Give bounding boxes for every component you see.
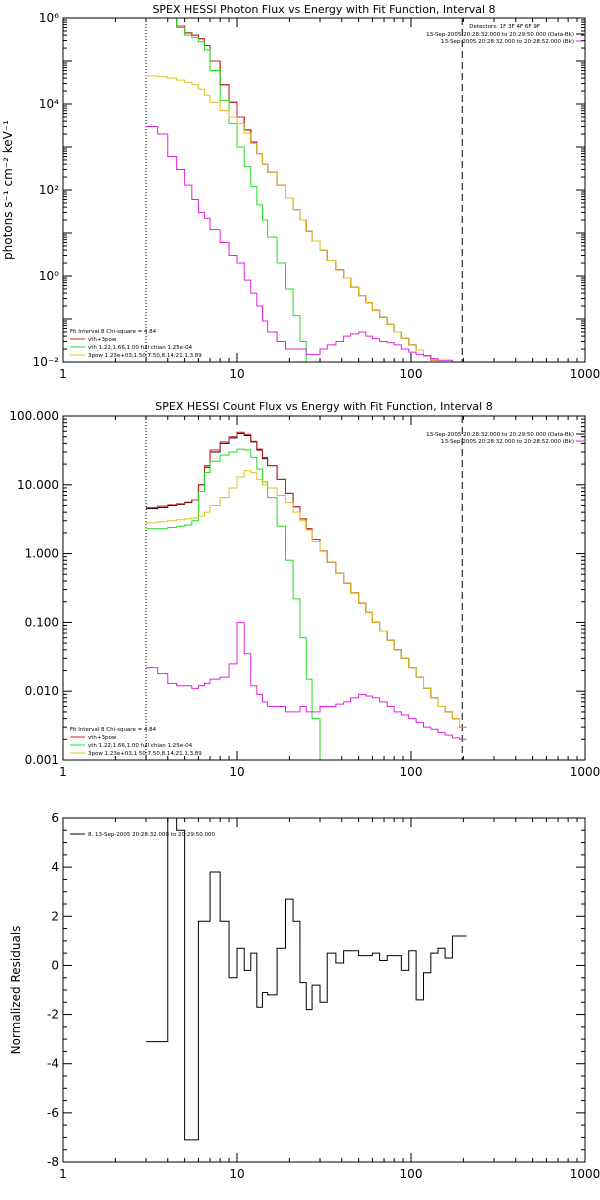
photon-flux-fit-label: Fit Interval 8 Chi-square = 4.84 — [70, 329, 157, 335]
count-flux-plot-frame — [62, 415, 586, 761]
count-flux-x-tick-label: 1000 — [570, 765, 600, 779]
count-flux-series-line-3 — [146, 470, 467, 728]
photon-flux-y-tick-label: 10⁰ — [39, 269, 59, 283]
residuals-y-tick-label: -4 — [47, 1057, 59, 1071]
residuals-y-tick-label: -8 — [47, 1155, 59, 1169]
photon-flux-plot-area: 1 10 100 1000 10⁻² 10⁰ 10² 10⁴ 10⁶ — [33, 11, 600, 381]
residuals-panel: Normalized Residuals 1 10 100 1000 -8 -6 -4 -2 0… — [9, 811, 600, 1181]
photon-flux-y-tick-label: 10⁴ — [39, 97, 59, 111]
photon-flux-y-tick-label: 10⁶ — [39, 11, 59, 25]
count-flux-y-tick-label: 100.000 — [9, 409, 59, 423]
count-flux-y-tick-label: 0.100 — [25, 615, 59, 629]
photon-flux-title: SPEX HESSI Photon Flux vs Energy with Fi… — [152, 3, 495, 16]
count-flux-data-interval-text: 13-Sep-2005 20:28:32.000 to 20:29:50.000… — [426, 432, 574, 438]
count-flux-panel: SPEX HESSI Count Flux vs Energy with Fit… — [9, 400, 600, 779]
residuals-x-tick-label: 10 — [229, 1167, 244, 1181]
count-flux-series-line-2 — [146, 448, 328, 760]
residuals-plot-area: 1 10 100 1000 -8 -6 -4 -2 0 2 4 6 — [47, 811, 600, 1181]
residuals-y-tick-label: 2 — [51, 909, 59, 923]
photon-flux-data-interval-text: 13-Sep-2005 20:28:32.000 to 20:29:50.000… — [426, 32, 574, 38]
photon-flux-series-line-4 — [146, 125, 467, 362]
residuals-y-tick-label: 6 — [51, 811, 59, 825]
photon-flux-x-tick-label: 100 — [400, 367, 423, 381]
residuals-legend-entry: 8. 13-Sep-2005 20:28:32.000 to 20:29:50.… — [88, 832, 215, 838]
count-flux-bk-interval-text: 13-Sep-2005 20:28:32.000 to 20:28:52.000… — [441, 439, 574, 445]
count-flux-legend-entry-3pow: 3pow 1.23e+03,1.50,7.50,8.14,21.1,3.89 — [88, 751, 202, 757]
photon-flux-x-tick-label: 1000 — [570, 367, 600, 381]
photon-flux-detectors-text: Detectors: 1F 3F 4F 6F 9F — [469, 24, 540, 30]
count-flux-x-tick-label: 10 — [229, 765, 244, 779]
photon-flux-legend: Fit Interval 8 Chi-square = 4.84 vth+3po… — [70, 329, 202, 359]
residuals-y-tick-label: -6 — [47, 1106, 59, 1120]
count-flux-y-tick-label: 0.001 — [25, 753, 59, 767]
count-flux-legend-entry-vth: vth 1.22,1.66,1.00 full chian 1.25e-04 — [88, 743, 193, 749]
residuals-plot-frame — [62, 817, 586, 1163]
photon-flux-info-block: Detectors: 1F 3F 4F 6F 9F 13-Sep-2005 20… — [426, 24, 584, 45]
residuals-y-tick-label: 4 — [51, 860, 59, 874]
residuals-y-tick-label: -2 — [47, 1008, 59, 1022]
residuals-x-tick-label: 100 — [400, 1167, 423, 1181]
count-flux-title: SPEX HESSI Count Flux vs Energy with Fit… — [155, 400, 492, 413]
photon-flux-x-tick-label: 10 — [229, 367, 244, 381]
count-flux-series-line-1 — [146, 431, 467, 728]
count-flux-plot-area: 1 10 100 1000 0.001 0.010 0.100 1.000 10.000 100.… — [9, 409, 600, 779]
count-flux-series-line-4 — [146, 621, 467, 740]
photon-flux-series-line-2 — [146, 18, 328, 362]
photon-flux-panel: SPEX HESSI Photon Flux vs Energy with Fi… — [1, 3, 600, 381]
count-flux-x-tick-label: 100 — [400, 765, 423, 779]
photon-flux-y-tick-label: 10⁻² — [33, 355, 60, 369]
photon-flux-series-line-3 — [146, 75, 467, 362]
count-flux-y-tick-label: 10.000 — [17, 478, 59, 492]
count-flux-info-block: 13-Sep-2005 20:28:32.000 to 20:29:50.000… — [426, 432, 584, 445]
photon-flux-plot-frame — [62, 17, 586, 363]
photon-flux-legend-entry-vth: vth 1.22,1.66,1.00 full chian 1.25e-04 — [88, 345, 193, 351]
count-flux-legend: Fit Interval 8 Chi-square = 4.84 vth+3po… — [70, 727, 202, 757]
photon-flux-bk-interval-text: 13-Sep-2005 20:28:32.000 to 20:28:52.000… — [441, 39, 574, 45]
residuals-y-axis-label: Normalized Residuals — [9, 926, 23, 1055]
photon-flux-legend-entry-vth-3pow: vth+3pow — [88, 337, 117, 343]
photon-flux-series-line-1 — [146, 18, 467, 362]
photon-flux-y-axis-label: photons s⁻¹ cm⁻² keV⁻¹ — [1, 120, 15, 260]
photon-flux-legend-entry-3pow: 3pow 1.23e+03,1.50,7.50,8.14,21.1,3.89 — [88, 353, 202, 359]
photon-flux-y-tick-label: 10² — [39, 183, 59, 197]
residuals-legend: 8. 13-Sep-2005 20:28:32.000 to 20:29:50.… — [70, 832, 215, 838]
residuals-series-line-0 — [146, 818, 467, 1141]
count-flux-y-tick-label: 1.000 — [25, 547, 59, 561]
count-flux-x-tick-label: 1 — [59, 765, 67, 779]
photon-flux-x-tick-label: 1 — [59, 367, 67, 381]
count-flux-fit-label: Fit Interval 8 Chi-square = 4.84 — [70, 727, 157, 733]
photon-flux-series-line-0 — [146, 18, 467, 362]
residuals-x-tick-label: 1 — [59, 1167, 67, 1181]
count-flux-legend-entry-vth-3pow: vth+3pow — [88, 735, 117, 741]
count-flux-y-tick-label: 0.010 — [25, 684, 59, 698]
residuals-x-tick-label: 1000 — [570, 1167, 600, 1181]
residuals-y-tick-label: 0 — [51, 958, 59, 972]
count-flux-series-line-0 — [146, 432, 467, 728]
